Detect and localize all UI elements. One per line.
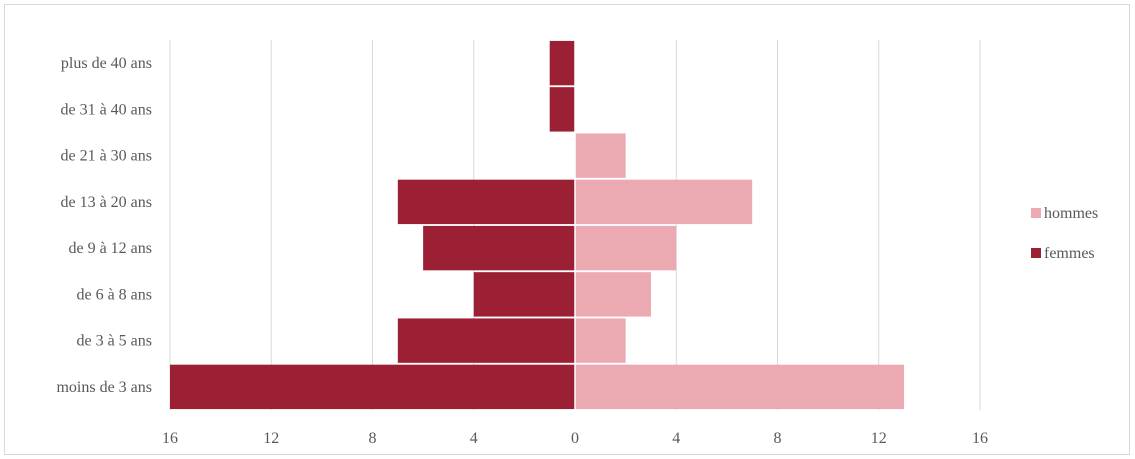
x-tick-label-8: 16 <box>972 430 988 447</box>
bar-hommes-4 <box>575 225 677 271</box>
category-label-6: de 3 à 5 ans <box>76 333 152 350</box>
bar-femmes-6 <box>397 318 575 363</box>
x-tick-label-1: 12 <box>263 430 279 447</box>
bar-hommes-5 <box>575 272 651 317</box>
bar-femmes-0 <box>549 40 575 86</box>
bar-femmes-7 <box>170 364 575 410</box>
x-tick-label-2: 8 <box>369 430 377 447</box>
bar-femmes-4 <box>423 225 575 271</box>
bar-femmes-3 <box>397 179 575 225</box>
x-tick-label-5: 4 <box>672 430 680 447</box>
legend-label-hommes: hommes <box>1044 205 1098 222</box>
bar-hommes-6 <box>575 318 626 363</box>
bar-hommes-7 <box>575 364 905 410</box>
category-label-3: de 13 à 20 ans <box>60 194 152 211</box>
legend-swatch-femmes <box>1031 248 1041 258</box>
category-label-0: plus de 40 ans <box>61 55 152 72</box>
bar-hommes-3 <box>575 179 753 225</box>
x-tick-label-0: 16 <box>162 430 178 447</box>
x-tick-label-4: 0 <box>571 430 579 447</box>
bar-femmes-5 <box>473 272 575 317</box>
legend-swatch-hommes <box>1031 208 1041 218</box>
category-label-7: moins de 3 ans <box>56 379 152 396</box>
x-tick-label-7: 12 <box>871 430 887 447</box>
category-label-1: de 31 à 40 ans <box>60 101 152 118</box>
x-tick-label-3: 4 <box>470 430 478 447</box>
x-tick-label-6: 8 <box>774 430 782 447</box>
category-label-2: de 21 à 30 ans <box>60 148 152 165</box>
category-label-5: de 6 à 8 ans <box>76 286 152 303</box>
bar-femmes-1 <box>549 87 575 132</box>
legend-label-femmes: femmes <box>1044 245 1095 262</box>
category-label-4: de 9 à 12 ans <box>68 240 152 257</box>
bar-hommes-2 <box>575 133 626 178</box>
